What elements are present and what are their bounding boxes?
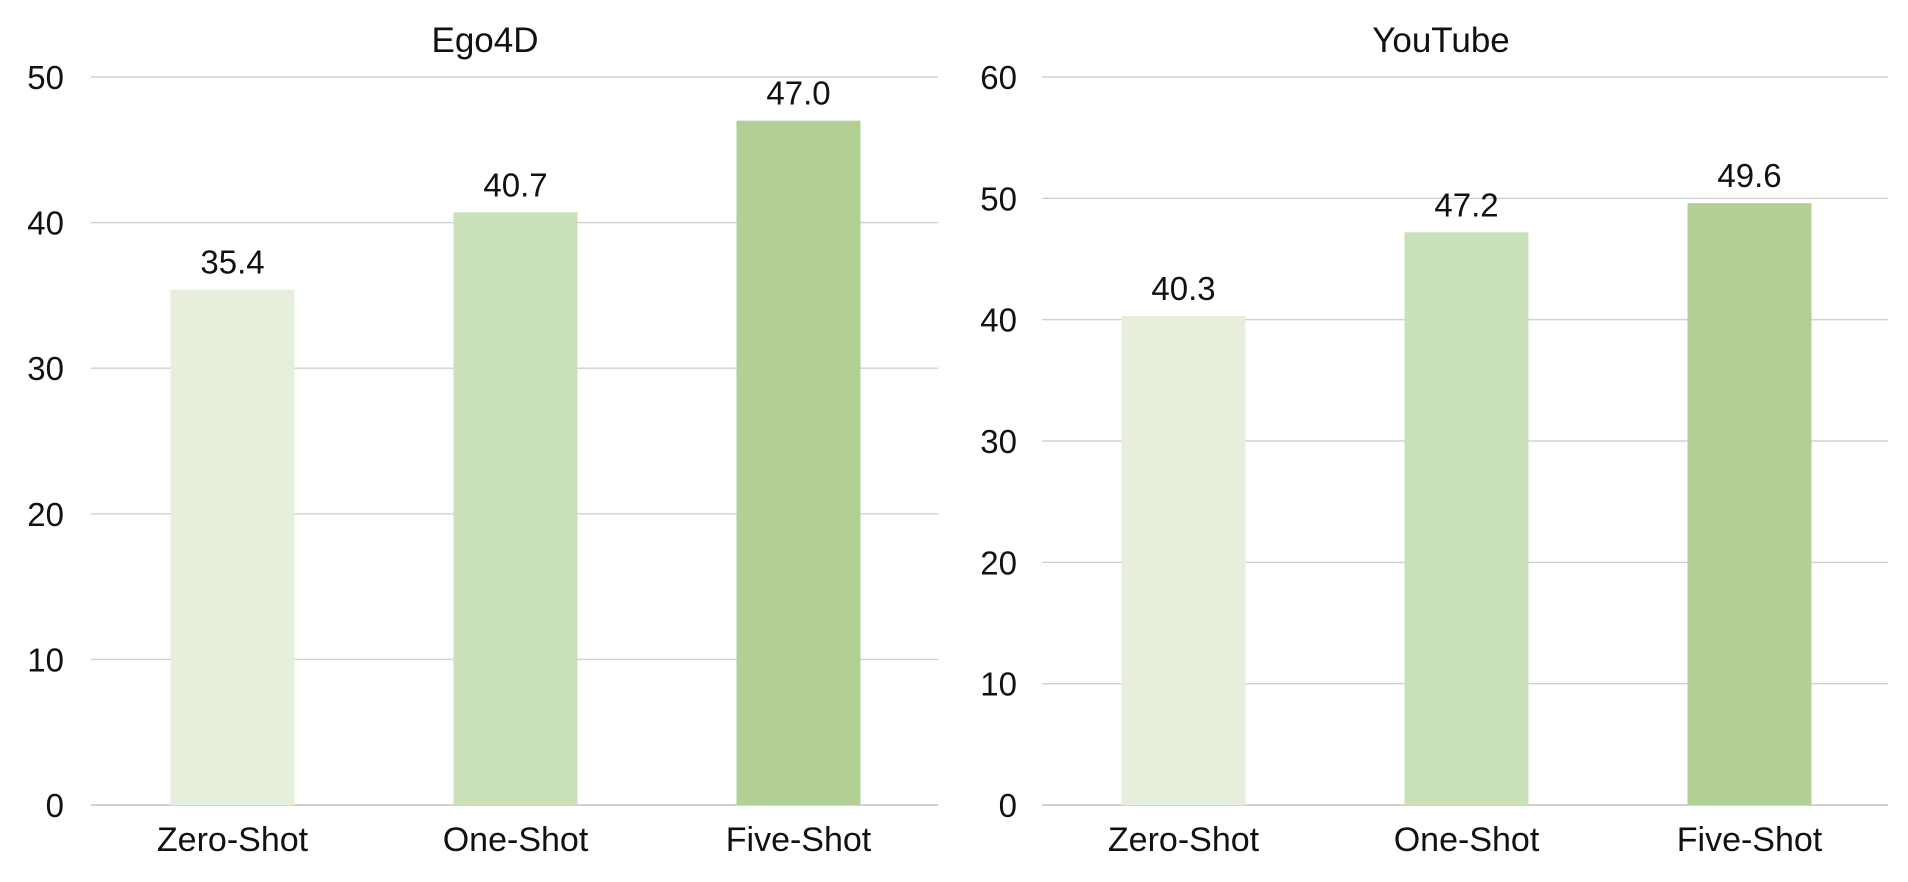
y-tick-label: 50: [27, 59, 64, 96]
y-tick-label: 0: [46, 787, 64, 824]
y-tick-label: 0: [999, 787, 1017, 824]
y-tick-label: 60: [980, 59, 1017, 96]
x-tick-label: Five-Shot: [1677, 821, 1823, 859]
chart-title: Ego4D: [431, 21, 538, 60]
x-tick-label: One-Shot: [443, 821, 589, 859]
chart-title: YouTube: [1372, 21, 1510, 60]
bar-five-shot: [1687, 203, 1812, 806]
chart-ego4d: Ego4D 0 10 20 30 40 50 35.4 Zero-Shot 40.7 One-Sh…: [27, 21, 938, 859]
x-tick-label: Five-Shot: [726, 821, 872, 859]
y-tick-label: 20: [27, 496, 64, 533]
chart-youtube: YouTube 0 10 20 30 40 50 60 40.3 Zero-Shot 47.2 On…: [980, 21, 1888, 859]
data-label: 40.3: [1151, 270, 1215, 307]
y-tick-label: 10: [980, 666, 1017, 703]
y-tick-label: 40: [980, 302, 1017, 339]
data-label: 47.2: [1434, 186, 1498, 223]
bar-one-shot: [1404, 232, 1529, 806]
x-tick-label: Zero-Shot: [1108, 821, 1260, 859]
data-label: 47.0: [766, 75, 830, 112]
y-tick-label: 30: [980, 423, 1017, 460]
y-tick-label: 30: [27, 350, 64, 387]
bar-one-shot: [453, 212, 578, 805]
bar-zero-shot: [170, 289, 295, 805]
y-tick-label: 20: [980, 544, 1017, 581]
y-tick-label: 50: [980, 180, 1017, 217]
y-tick-label: 40: [27, 205, 64, 242]
bar-five-shot: [736, 120, 861, 806]
data-label: 35.4: [200, 244, 264, 281]
bar-zero-shot: [1121, 316, 1246, 805]
y-tick-label: 10: [27, 641, 64, 678]
x-tick-label: Zero-Shot: [157, 821, 309, 859]
data-label: 40.7: [483, 166, 547, 203]
x-tick-label: One-Shot: [1394, 821, 1540, 859]
data-label: 49.6: [1717, 157, 1781, 194]
